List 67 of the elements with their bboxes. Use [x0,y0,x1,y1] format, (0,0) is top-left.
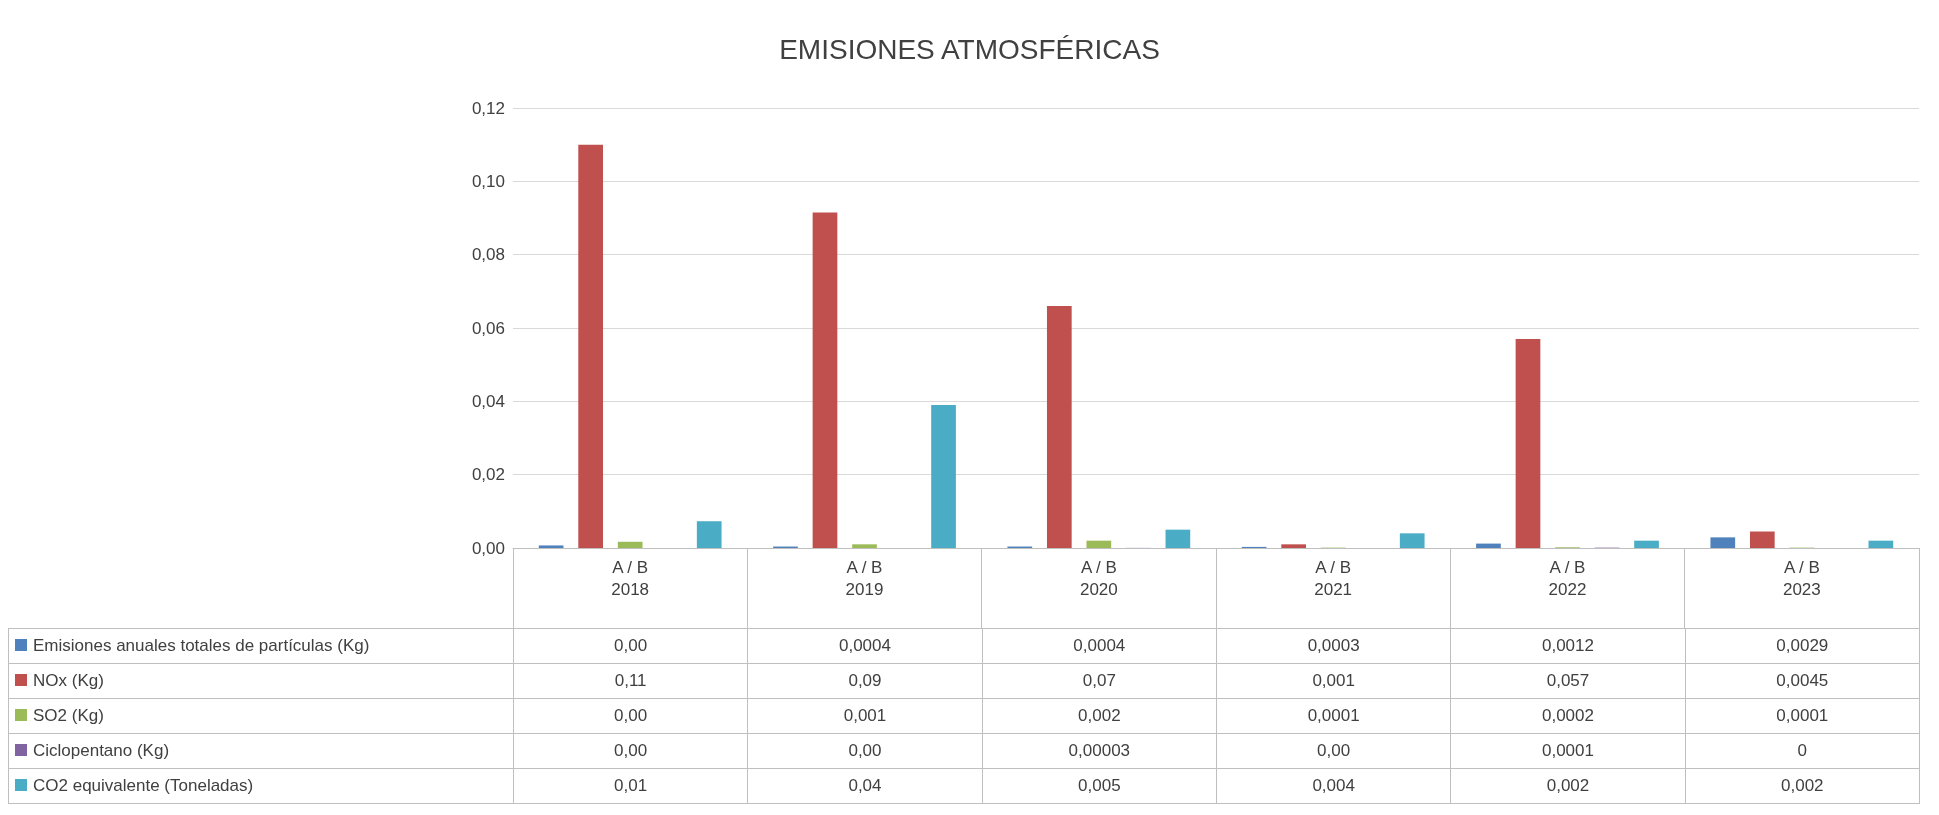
data-label: 0,057 [1450,663,1686,699]
data-label: 0,09 [747,663,983,699]
y-tick-label: 0,02 [471,465,505,485]
data-label: 0,002 [1450,768,1686,804]
data-label: 0,0001 [1685,698,1920,734]
legend-label: Emisiones anuales totales de partículas (Kg) [33,636,370,655]
y-tick-label: 0,12 [471,98,505,118]
bar [1046,306,1072,548]
x-tick-label: A / B 2021 [1314,557,1353,599]
bar [812,212,838,548]
data-label: 0,00 [747,733,983,769]
legend-label: CO2 equivalente (Toneladas) [33,776,254,795]
data-label: 0,001 [747,698,983,734]
bar [538,545,564,548]
data-label: 0,0002 [1450,698,1686,734]
bar [1399,533,1425,548]
data-label: 0,0012 [1450,628,1686,664]
x-tick-label: A / B 2023 [1782,557,1821,599]
bar [578,144,603,548]
data-label: 0,0004 [982,628,1217,664]
data-label: 0,07 [982,663,1217,699]
y-tick-label: 0,00 [471,538,505,558]
data-label: 0,0003 [1216,628,1451,664]
data-label: 0,004 [1216,768,1451,804]
x-tick-label: A / B 2018 [611,557,650,599]
data-label: 0,00 [1216,733,1451,769]
bar [1476,543,1501,548]
legend-label: SO2 (Kg) [33,706,104,725]
data-label: 0,00 [513,698,748,734]
data-label: 0,01 [513,768,748,804]
bar [1515,339,1541,548]
data-label: 0,00 [513,628,748,664]
x-tick-label: A / B 2019 [845,557,884,599]
data-label: 0,0045 [1685,663,1920,699]
data-label: 0,0001 [1450,733,1686,769]
bar [1749,531,1775,548]
bar [1868,540,1894,548]
bar [1086,540,1112,548]
x-tick-label: A / B 2022 [1548,557,1587,599]
data-label: 0 [1685,733,1920,769]
data-label: 0,005 [982,768,1217,804]
data-label: 0,0029 [1685,628,1920,664]
data-label: 0,001 [1216,663,1451,699]
legend-label: NOx (Kg) [33,671,104,690]
bar [1710,537,1736,548]
chart-title: EMISIONES ATMOSFÉRICAS [779,33,1160,65]
data-label: 0,00 [513,733,748,769]
data-label: 0,0004 [747,628,983,664]
bar [1634,540,1659,548]
y-tick-label: 0,10 [471,171,505,191]
data-label: 0,0001 [1216,698,1451,734]
data-label: 0,00003 [982,733,1217,769]
bar [852,544,877,548]
data-label: 0,11 [513,663,748,699]
legend-label: Ciclopentano (Kg) [33,741,170,760]
bar [1165,529,1191,548]
data-label: 0,002 [1685,768,1920,804]
bar [931,405,956,548]
bar [696,521,722,548]
bar [1281,544,1306,548]
y-tick-label: 0,06 [471,318,505,338]
y-tick-label: 0,04 [471,391,505,411]
data-label: 0,002 [982,698,1217,734]
data-label: 0,04 [747,768,983,804]
bar [617,541,643,548]
x-tick-label: A / B 2020 [1079,557,1118,599]
y-tick-label: 0,08 [471,245,505,265]
